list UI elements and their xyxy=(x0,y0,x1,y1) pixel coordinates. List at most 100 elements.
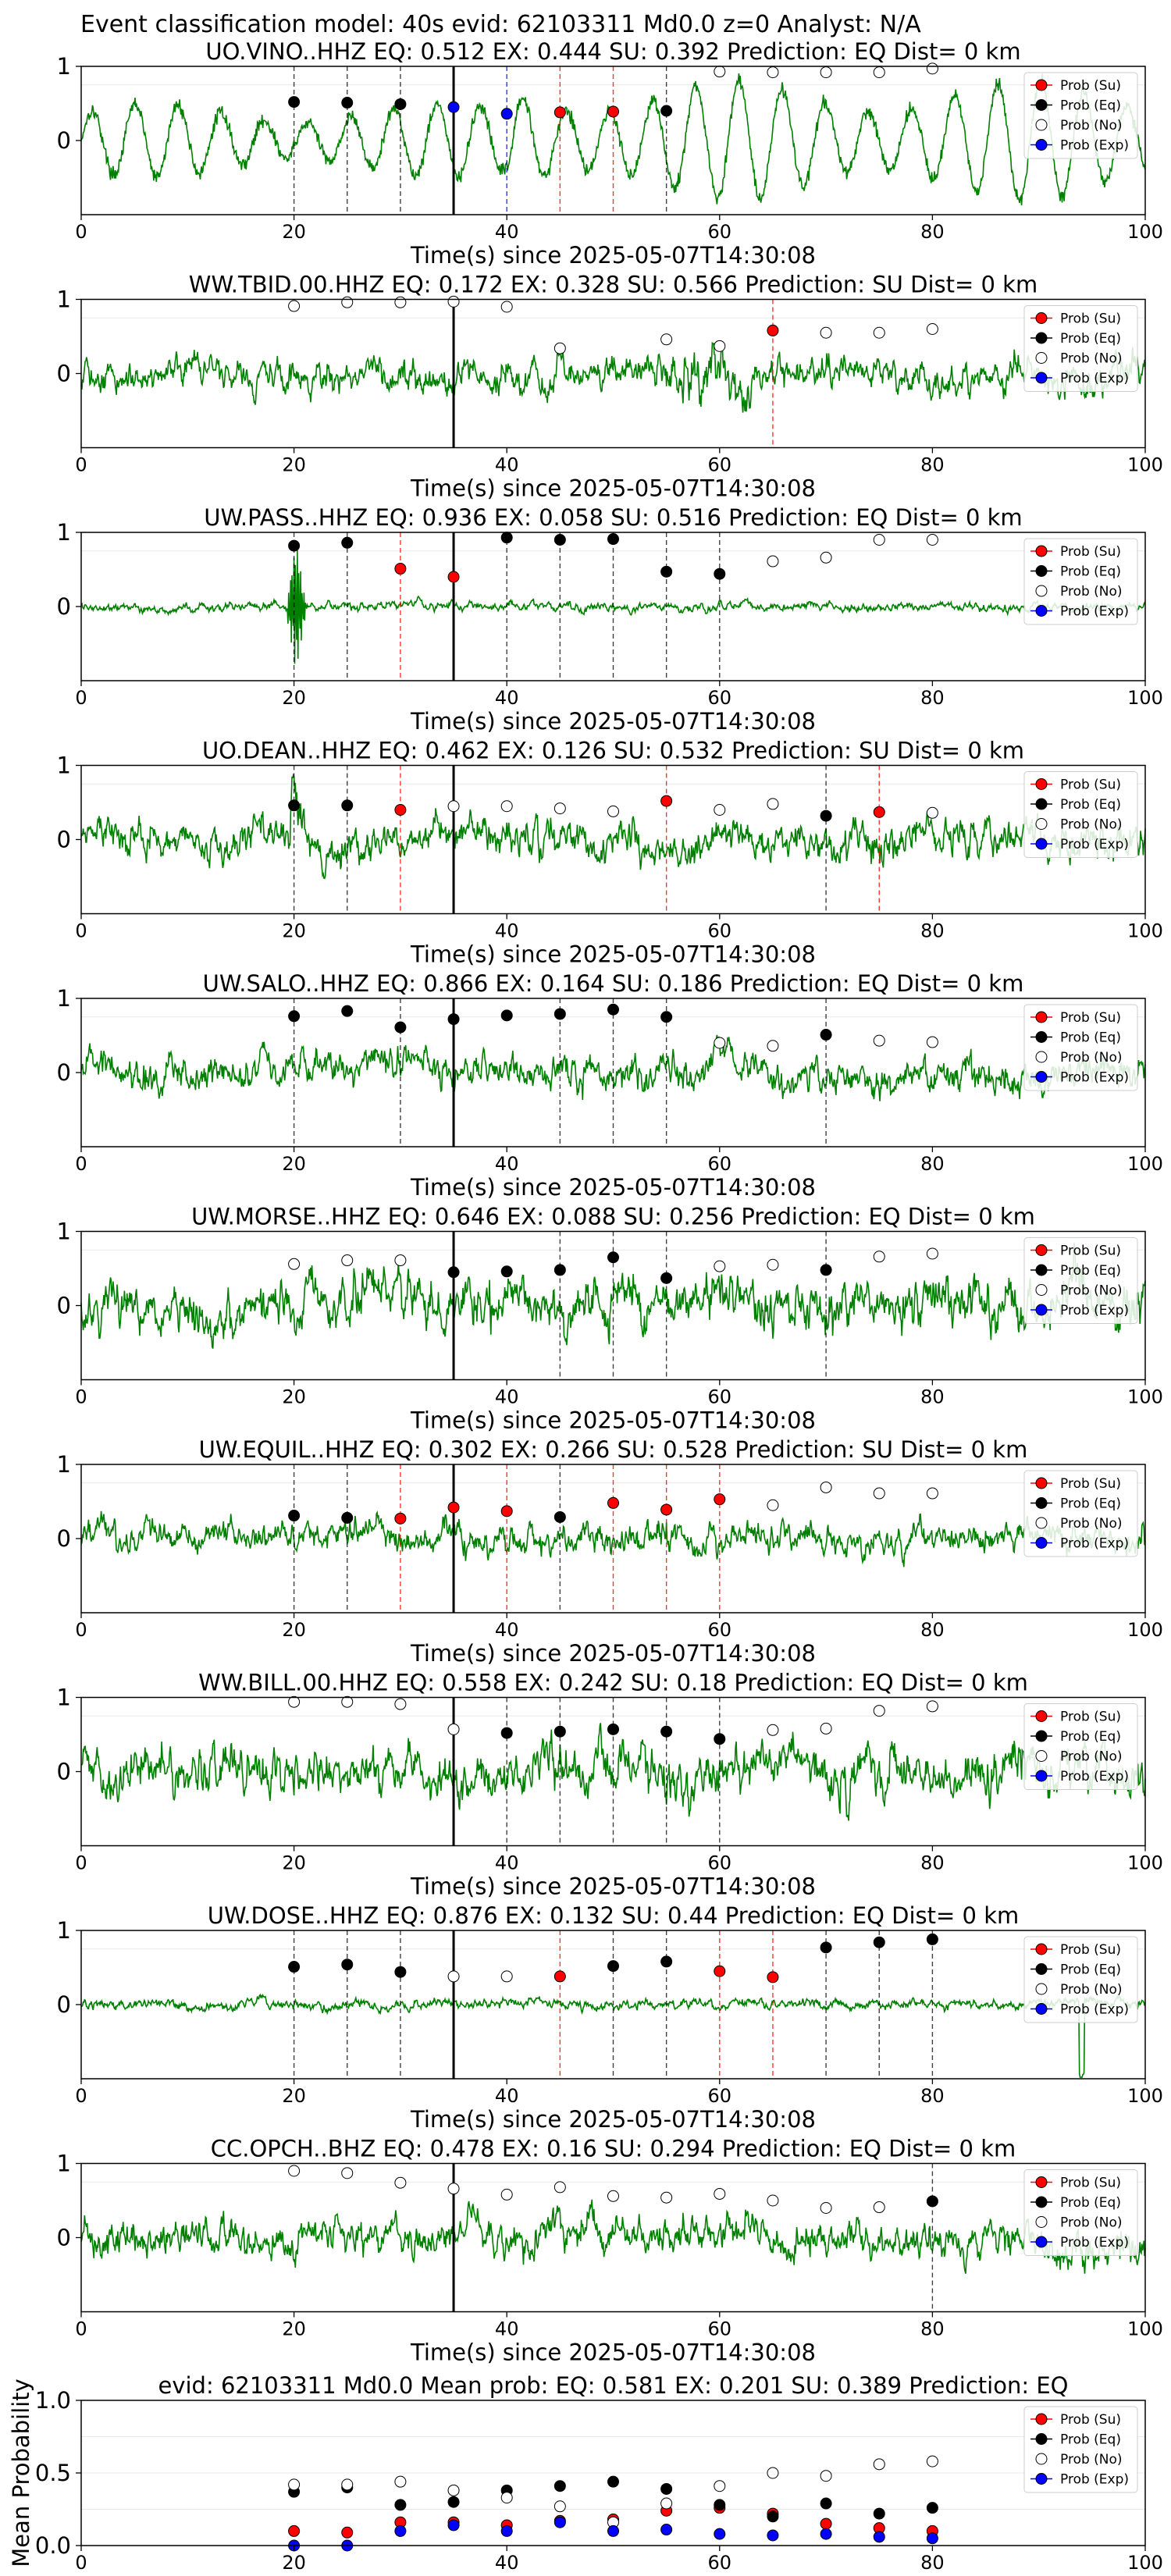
legend-label: Prob (Exp) xyxy=(1060,2472,1129,2488)
x-tick-label: 60 xyxy=(708,687,732,709)
legend-marker xyxy=(1035,99,1048,111)
y-tick-label: 0.0 xyxy=(35,2532,71,2559)
eq-prob-marker xyxy=(660,2482,673,2495)
legend-marker xyxy=(1035,2216,1048,2228)
no-prob-marker xyxy=(341,1254,354,1267)
x-tick-label: 80 xyxy=(920,920,945,942)
no-prob-marker xyxy=(607,2190,619,2202)
eq-prob-marker xyxy=(341,799,354,812)
no-prob-marker xyxy=(341,2167,354,2179)
legend-marker xyxy=(1035,1517,1048,1529)
legend-marker xyxy=(1035,2473,1048,2485)
no-prob-marker xyxy=(714,2187,726,2200)
y-tick-label: 1 xyxy=(57,519,71,546)
axes-frame xyxy=(80,2162,1146,2313)
no-prob-marker xyxy=(767,2467,779,2479)
waveform-trace xyxy=(80,2199,1146,2274)
eq-prob-marker xyxy=(607,1251,619,1264)
x-tick-label: 40 xyxy=(495,454,519,476)
legend-label: Prob (Su) xyxy=(1060,78,1121,94)
legend-box xyxy=(1023,1237,1138,1324)
no-prob-marker xyxy=(926,534,938,546)
panel-title: UW.MORSE..HHZ EQ: 0.646 EX: 0.088 SU: 0.… xyxy=(191,1204,1035,1230)
legend-marker xyxy=(1035,2176,1048,2188)
y-tick-label: 0 xyxy=(57,127,71,154)
no-prob-marker xyxy=(714,1037,726,1049)
x-tick-label: 80 xyxy=(920,2085,945,2107)
x-tick-label: 100 xyxy=(1127,920,1163,942)
eq-prob-marker xyxy=(341,97,354,109)
panel-title: UO.VINO..HHZ EQ: 0.512 EX: 0.444 SU: 0.3… xyxy=(205,38,1020,65)
eq-prob-marker xyxy=(341,1005,354,1017)
eq-prob-marker xyxy=(447,1266,460,1279)
legend-marker xyxy=(1035,2413,1048,2425)
legend-marker xyxy=(1035,2433,1048,2445)
legend-marker xyxy=(1035,545,1048,557)
legend-label: Prob (No) xyxy=(1060,2452,1123,2467)
legend-marker xyxy=(1035,818,1048,830)
no-prob-marker xyxy=(873,1705,885,1717)
exp-prob-marker xyxy=(820,2528,832,2540)
x-axis-label: Time(s) since 2025-05-07T14:30:08 xyxy=(410,1174,816,1201)
x-tick-label: 60 xyxy=(708,2552,732,2574)
legend-label: Prob (Su) xyxy=(1060,2412,1121,2428)
panel-title: UO.DEAN..HHZ EQ: 0.462 EX: 0.126 SU: 0.5… xyxy=(202,738,1024,764)
no-prob-marker xyxy=(926,62,938,75)
x-tick-label: 40 xyxy=(495,1386,519,1408)
exp-prob-marker xyxy=(553,2516,566,2528)
x-tick-label: 60 xyxy=(708,2085,732,2107)
legend-marker xyxy=(1035,565,1048,577)
su-prob-marker xyxy=(394,563,407,575)
eq-prob-marker xyxy=(288,1961,301,1973)
legend-marker xyxy=(1035,119,1048,131)
panel-title: evid: 62103311 Md0.0 Mean prob: EQ: 0.58… xyxy=(158,2372,1069,2399)
no-prob-marker xyxy=(288,1695,301,1708)
x-axis-label: Time(s) since 2025-05-07T14:30:08 xyxy=(410,1640,816,1667)
legend-marker xyxy=(1035,1284,1048,1296)
x-tick-label: 60 xyxy=(708,1153,732,1175)
x-tick-label: 40 xyxy=(495,221,519,243)
no-prob-marker xyxy=(447,800,460,813)
eq-prob-marker xyxy=(820,1029,832,1041)
x-tick-label: 100 xyxy=(1127,1619,1163,1641)
eq-prob-marker xyxy=(820,1264,832,1276)
x-axis-label: Time(s) since 2025-05-07T14:30:08 xyxy=(410,242,816,269)
eq-prob-marker xyxy=(714,2499,726,2511)
legend-label: Prob (No) xyxy=(1060,2215,1123,2231)
exp-prob-marker xyxy=(714,2528,726,2540)
su-prob-marker xyxy=(660,795,673,807)
legend-marker xyxy=(1035,1031,1048,1043)
eq-prob-marker xyxy=(500,1009,513,1022)
no-prob-marker xyxy=(553,342,566,354)
no-prob-marker xyxy=(926,1487,938,1500)
panel-title: UW.DOSE..HHZ EQ: 0.876 EX: 0.132 SU: 0.4… xyxy=(208,1902,1020,1929)
x-tick-label: 60 xyxy=(708,454,732,476)
panel-title: UW.SALO..HHZ EQ: 0.866 EX: 0.164 SU: 0.1… xyxy=(203,970,1024,997)
legend-label: Prob (Eq) xyxy=(1060,564,1121,580)
chart-panel: UW.SALO..HHZ EQ: 0.866 EX: 0.164 SU: 0.1… xyxy=(57,970,1163,1201)
x-tick-label: 0 xyxy=(75,221,87,243)
x-axis-label: Time(s) since 2025-05-07T14:30:08 xyxy=(410,1873,816,1900)
legend-marker xyxy=(1035,2196,1048,2208)
x-tick-label: 100 xyxy=(1127,2552,1163,2574)
chart-panel: UW.DOSE..HHZ EQ: 0.876 EX: 0.132 SU: 0.4… xyxy=(57,1902,1163,2133)
no-prob-marker xyxy=(820,1481,832,1493)
no-prob-marker xyxy=(820,551,832,564)
no-prob-marker xyxy=(607,805,619,817)
y-tick-label: 1 xyxy=(57,53,71,80)
panel-title: CC.OPCH..BHZ EQ: 0.478 EX: 0.16 SU: 0.29… xyxy=(211,2136,1016,2162)
exp-prob-marker xyxy=(607,2524,619,2537)
no-prob-marker xyxy=(767,66,779,79)
y-tick-label: 1 xyxy=(57,1451,71,1478)
y-tick-label: 0 xyxy=(57,593,71,620)
eq-prob-marker xyxy=(660,1725,673,1738)
su-prob-marker xyxy=(714,1493,726,1506)
y-tick-label: 1 xyxy=(57,1685,71,1711)
x-tick-label: 80 xyxy=(920,1153,945,1175)
x-axis-label: Time(s) since 2025-05-07T14:30:08 xyxy=(410,708,816,735)
no-prob-marker xyxy=(394,296,407,308)
eq-prob-marker xyxy=(288,539,301,552)
x-tick-label: 0 xyxy=(75,1386,87,1408)
x-tick-label: 100 xyxy=(1127,687,1163,709)
no-prob-marker xyxy=(926,1247,938,1260)
